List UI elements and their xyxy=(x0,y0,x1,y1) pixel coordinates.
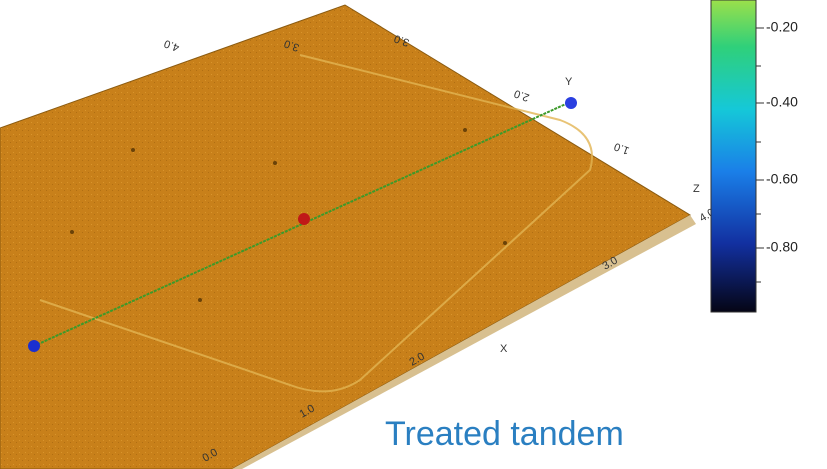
y-tick-label: 1.0 xyxy=(613,140,631,157)
x-axis-label: X xyxy=(500,343,508,355)
z-axis-label: Z xyxy=(693,183,700,195)
surface xyxy=(0,5,696,469)
colorbar-tick-label: -0.40 xyxy=(766,94,798,110)
y-tick-label: 4.0 xyxy=(163,37,181,54)
colorbar-tick-label: -0.20 xyxy=(766,19,798,35)
colorbar-tick-label: -0.60 xyxy=(766,171,798,187)
y-tick-label: 2.0 xyxy=(513,87,531,104)
y-axis-label: Y xyxy=(565,76,573,88)
figure: 4.0 3.0 3.0 2.0 1.0 Y Z X 0.0 1.0 2.0 3.… xyxy=(0,0,827,469)
colorbar-tick-label: -0.80 xyxy=(766,239,798,255)
caption: Treated tandem xyxy=(385,415,624,453)
page: {"image": {"caption": "Treated tandem", … xyxy=(0,0,827,469)
colorbar: -0.20 -0.40 -0.60 -0.80 xyxy=(711,0,798,312)
